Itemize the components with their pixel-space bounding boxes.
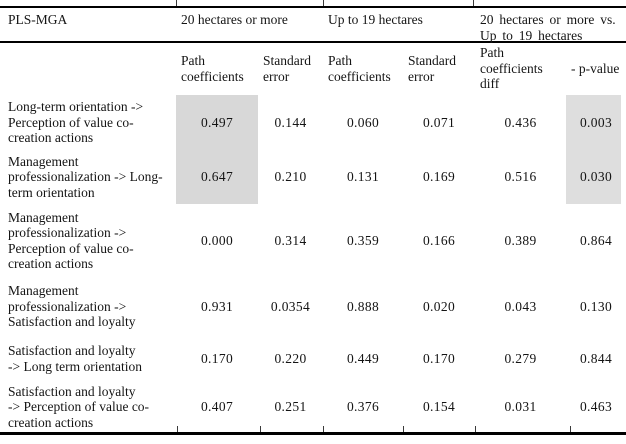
value-cell: 0.279 xyxy=(504,350,537,366)
subheader-standard-error-2: Standard error xyxy=(408,53,456,84)
value-cell: 0.0354 xyxy=(270,298,311,314)
value-cell: 0.251 xyxy=(274,399,307,414)
value-cell: 0.071 xyxy=(422,114,456,130)
value-cell: 0.170 xyxy=(422,350,456,366)
table-row: Management professionalization -> Satisf… xyxy=(0,277,626,336)
row-label: Management professionalization -> Satisf… xyxy=(0,277,176,336)
table-top-rule xyxy=(0,6,626,8)
value-cell: 0.449 xyxy=(346,350,380,366)
value-cell: 0.060 xyxy=(346,114,380,130)
subheader-empty xyxy=(0,42,176,95)
column-group-header-row: PLS-MGA 20 hectares or more Up to 19 hec… xyxy=(0,8,626,43)
subheader-row: Path coefficients Standard error Path co… xyxy=(0,42,626,95)
table-row: Management professionalization -> Percep… xyxy=(0,204,626,277)
table-row: Satisfaction and loyalty -> Perception o… xyxy=(0,381,626,433)
subheader-path-coefficients-diff: Path coefficients diff xyxy=(480,45,543,92)
subheader-path-coefficients-2: Path coefficients xyxy=(328,53,391,84)
value-cell: 0.154 xyxy=(422,399,456,414)
value-cell: 0.376 xyxy=(346,399,380,414)
value-cell: 0.210 xyxy=(274,169,307,184)
row-label-text: Management professionalization -> Percep… xyxy=(8,209,134,272)
p-value-cell: 0.864 xyxy=(579,232,613,248)
table-bottom-rule xyxy=(0,432,626,435)
column-tick xyxy=(323,426,325,432)
row-label-text: Management professionalization -> Satisf… xyxy=(8,283,136,330)
p-value-cell-highlighted: 0.003 xyxy=(566,95,626,150)
subheader-p-value: - p-value xyxy=(571,60,620,76)
value-cell: 0.220 xyxy=(274,350,307,366)
column-tick xyxy=(570,426,572,432)
row-label-text: Long-term orientation -> Perception of v… xyxy=(8,99,144,146)
row-label-text: Satisfaction and loyalty -> Perception o… xyxy=(8,383,150,430)
subheader-standard-error-1: Standard error xyxy=(263,53,311,84)
subheader-path-coefficients-1: Path coefficients xyxy=(181,53,244,84)
table-header-rule xyxy=(0,41,626,43)
value-cell: 0.000 xyxy=(200,232,234,248)
value-cell: 0.516 xyxy=(504,169,537,184)
p-value-cell: 0.130 xyxy=(579,298,613,314)
column-tick xyxy=(475,426,477,432)
value-cell: 0.888 xyxy=(346,298,380,314)
row-label: Long-term orientation -> Perception of v… xyxy=(0,95,176,150)
value-cell-highlighted: 0.497 xyxy=(176,95,258,150)
table-row: Management professionalization -> Long- … xyxy=(0,150,626,204)
value-cell: 0.389 xyxy=(504,232,537,248)
column-tick xyxy=(177,426,179,432)
value-cell: 0.020 xyxy=(422,298,456,314)
value-cell: 0.170 xyxy=(200,350,234,366)
p-value-cell: 0.844 xyxy=(579,350,613,366)
table-row: Satisfaction and loyalty -> Long term or… xyxy=(0,336,626,381)
row-label-text: Management professionalization -> Long- … xyxy=(8,153,163,200)
value-cell: 0.144 xyxy=(274,114,307,130)
value-cell: 0.043 xyxy=(504,298,537,314)
row-label-text: Satisfaction and loyalty -> Long term or… xyxy=(8,343,142,374)
column-group-20-hectares: 20 hectares or more xyxy=(181,12,288,27)
table-corner-label: PLS-MGA xyxy=(8,12,68,27)
row-label: Satisfaction and loyalty -> Perception o… xyxy=(0,381,176,433)
column-tick xyxy=(403,426,405,432)
value-cell-highlighted: 0.647 xyxy=(176,150,258,204)
value-cell: 0.931 xyxy=(200,298,234,314)
value-cell: 0.359 xyxy=(346,232,380,248)
column-tick xyxy=(176,0,178,6)
row-label: Management professionalization -> Percep… xyxy=(0,204,176,277)
value-cell: 0.407 xyxy=(200,399,234,414)
table-body: Long-term orientation -> Perception of v… xyxy=(0,95,626,433)
column-group-comparison: 20 hectares or more vs. Up to 19 hectare… xyxy=(480,12,616,43)
row-label: Management professionalization -> Long- … xyxy=(0,150,176,204)
p-value-cell: 0.463 xyxy=(579,399,613,414)
column-tick xyxy=(473,0,475,6)
column-tick xyxy=(323,0,325,6)
value-cell: 0.131 xyxy=(346,169,380,184)
value-cell: 0.436 xyxy=(504,114,537,130)
p-value-cell-highlighted: 0.030 xyxy=(566,150,626,204)
row-label: Satisfaction and loyalty -> Long term or… xyxy=(0,336,176,381)
value-cell: 0.169 xyxy=(422,169,456,184)
value-cell: 0.314 xyxy=(274,232,307,248)
column-group-up-to-19-hectares: Up to 19 hectares xyxy=(328,12,423,27)
value-cell: 0.166 xyxy=(422,232,456,248)
table-row: Long-term orientation -> Perception of v… xyxy=(0,95,626,150)
value-cell: 0.031 xyxy=(504,399,537,414)
column-tick xyxy=(260,426,262,432)
